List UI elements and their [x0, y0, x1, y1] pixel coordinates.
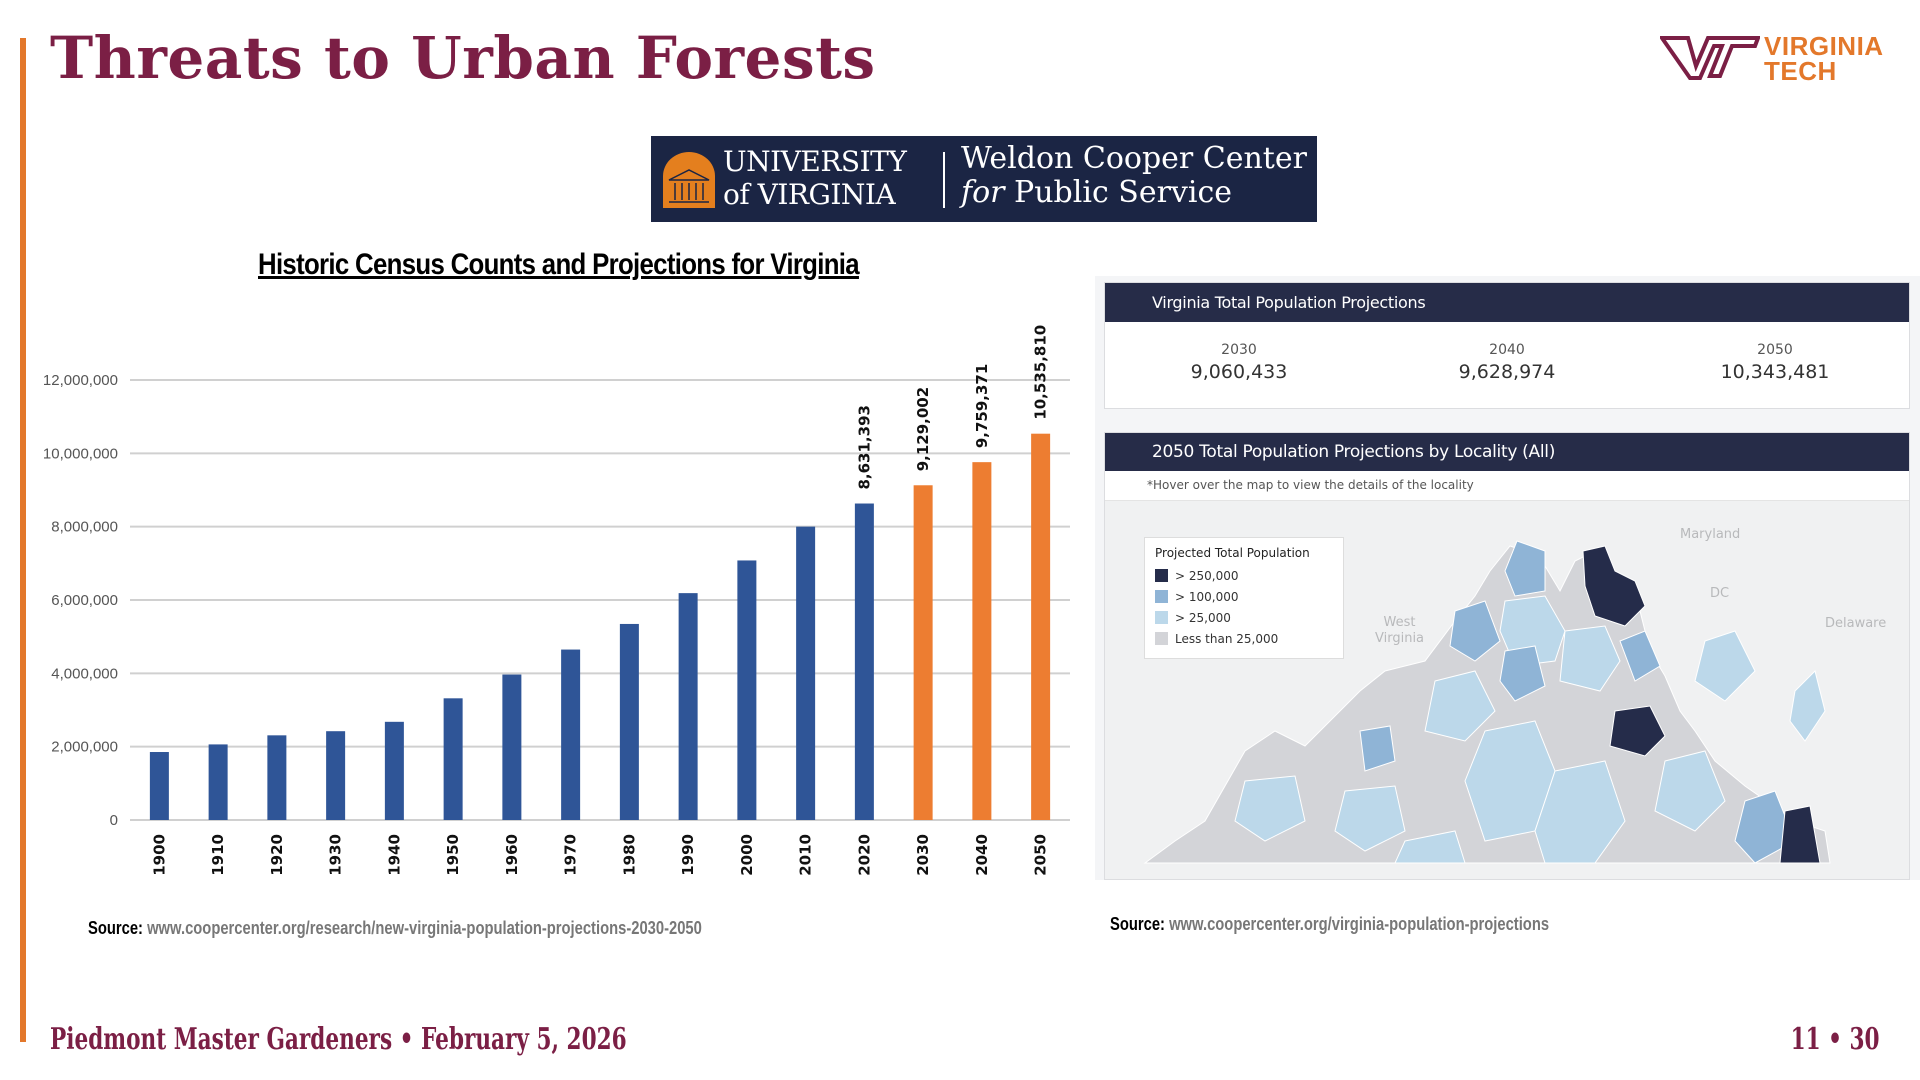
- bar-1980: [619, 623, 639, 820]
- x-tick-label: 2050: [1032, 834, 1050, 876]
- bar-1920: [267, 735, 287, 820]
- y-tick-label: 0: [110, 812, 118, 829]
- data-labels: 8,631,393 9,129,002 9,759,371 10,535,810: [855, 325, 1049, 490]
- choropleth-map[interactable]: Projected Total Population > 250,000 > 1…: [1105, 501, 1909, 879]
- bar-2010: [796, 526, 816, 820]
- x-tick-label: 1970: [562, 834, 580, 876]
- footer-text: Piedmont Master Gardeners • February 5, …: [50, 1022, 627, 1057]
- bar-1910: [208, 744, 228, 820]
- legend-swatch: [1155, 632, 1168, 645]
- y-tick-label: 4,000,000: [51, 665, 118, 682]
- accent-bar: [20, 38, 26, 1042]
- bar-1900: [149, 752, 169, 820]
- rotunda-icon: [663, 152, 715, 208]
- bar-1950: [443, 698, 463, 820]
- map-hint: *Hover over the map to view the details …: [1105, 471, 1909, 501]
- bar-2050: [1031, 433, 1051, 820]
- weldon-cooper-wordmark: Weldon Cooper Center for Public Service: [961, 141, 1307, 210]
- vt-monogram-icon: [1658, 36, 1761, 80]
- bar-2020: [854, 503, 874, 820]
- page-number: 11 • 30: [1791, 1022, 1880, 1057]
- x-tick-label: 1950: [444, 834, 462, 876]
- gridlines: [130, 379, 1070, 821]
- bar-2030: [913, 485, 933, 820]
- map-label-west-virginia: West Virginia: [1375, 615, 1425, 646]
- bar-2000: [737, 560, 757, 820]
- bar-1960: [502, 674, 522, 820]
- map-source: Source: www.coopercenter.org/virginia-po…: [1110, 914, 1550, 934]
- x-tick-label: 2020: [855, 834, 873, 876]
- map-label-dc: DC: [1710, 586, 1730, 601]
- chart-title: Historic Census Counts and Projections f…: [258, 248, 860, 281]
- legend-swatch: [1155, 611, 1168, 624]
- bar-1970: [561, 649, 581, 820]
- map-source-link[interactable]: www.coopercenter.org/virginia-population…: [1169, 914, 1550, 934]
- legend-item: > 250,000: [1155, 565, 1333, 586]
- y-tick-label: 10,000,000: [43, 445, 118, 462]
- bar-1990: [678, 593, 698, 820]
- map-label-delaware: Delaware: [1825, 616, 1887, 631]
- y-axis-ticks: 0 2,000,000 4,000,000 6,000,000 8,000,000 10,…: [43, 372, 118, 829]
- x-tick-label: 2010: [797, 834, 815, 876]
- projections-card: Virginia Total Population Projections 20…: [1104, 282, 1910, 409]
- x-tick-label: 1930: [327, 834, 345, 876]
- locality-map-card: 2050 Total Population Projections by Loc…: [1104, 432, 1910, 880]
- legend-item: > 25,000: [1155, 607, 1333, 628]
- bar-1940: [384, 721, 404, 820]
- chart-source: Source: www.coopercenter.org/research/ne…: [88, 918, 702, 938]
- x-tick-label: 1940: [385, 834, 403, 876]
- bar-1930: [326, 731, 346, 820]
- projection-item: 2030 9,060,433: [1190, 342, 1288, 383]
- slide-title: Threats to Urban Forests: [50, 24, 876, 92]
- uva-weldon-cooper-logo: UNIVERSITY of VIRGINIA Weldon Cooper Cen…: [651, 136, 1317, 222]
- projections-header: Virginia Total Population Projections: [1105, 283, 1909, 322]
- legend-swatch: [1155, 590, 1168, 603]
- data-label: 9,759,371: [973, 364, 991, 448]
- logo-divider: [943, 152, 945, 208]
- x-tick-label: 1900: [150, 834, 168, 876]
- chart-source-link[interactable]: www.coopercenter.org/research/new-virgin…: [147, 918, 702, 938]
- legend-swatch: [1155, 569, 1168, 582]
- legend-item: Less than 25,000: [1155, 628, 1333, 649]
- y-tick-label: 6,000,000: [51, 592, 118, 609]
- map-label-maryland: Maryland: [1680, 527, 1741, 542]
- census-bar-chart: 0 2,000,000 4,000,000 6,000,000 8,000,000 10,…: [43, 325, 1070, 876]
- map-legend: Projected Total Population > 250,000 > 1…: [1144, 537, 1344, 659]
- vt-wordmark: VIRGINIA TECH: [1764, 31, 1884, 86]
- bar-2040: [972, 462, 992, 820]
- virginia-tech-logo: VIRGINIA TECH: [1658, 31, 1910, 92]
- bars: [149, 433, 1051, 820]
- x-tick-label: 1920: [268, 834, 286, 876]
- y-tick-label: 12,000,000: [43, 372, 118, 389]
- legend-item: > 100,000: [1155, 586, 1333, 607]
- projection-item: 2050 10,343,481: [1720, 342, 1830, 383]
- y-tick-label: 8,000,000: [51, 519, 118, 536]
- map-header: 2050 Total Population Projections by Loc…: [1105, 433, 1909, 471]
- data-label: 8,631,393: [855, 405, 873, 489]
- y-tick-label: 2,000,000: [51, 739, 118, 756]
- data-label: 10,535,810: [1032, 325, 1050, 420]
- x-tick-label: 2030: [914, 834, 932, 876]
- x-axis-ticks: 1900 1910 1920 1930 1940 1950 1960 1970 1980 1990…: [150, 834, 1049, 876]
- virginia-map[interactable]: [1105, 501, 1909, 879]
- x-tick-label: 1910: [209, 834, 227, 876]
- x-tick-label: 1980: [620, 834, 638, 876]
- projection-item: 2040 9,628,974: [1458, 342, 1556, 383]
- x-tick-label: 1990: [679, 834, 697, 876]
- data-label: 9,129,002: [914, 387, 932, 471]
- uva-wordmark: UNIVERSITY of VIRGINIA: [723, 145, 907, 211]
- x-tick-label: 2040: [973, 834, 991, 876]
- x-tick-label: 2000: [738, 834, 756, 876]
- x-tick-label: 1960: [503, 834, 521, 876]
